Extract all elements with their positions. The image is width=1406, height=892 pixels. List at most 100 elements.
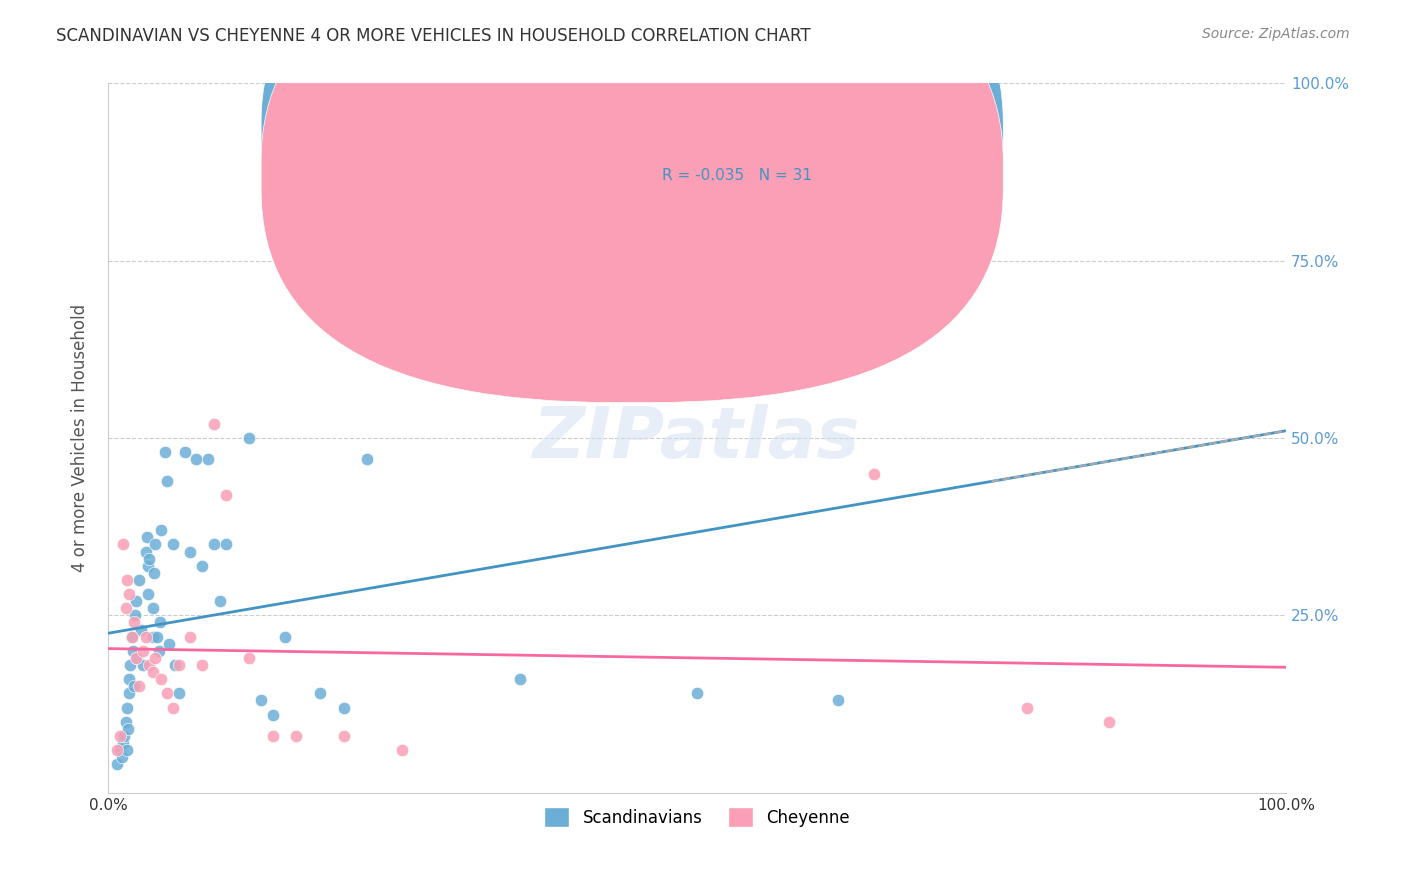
Point <box>132 658 155 673</box>
Point <box>1098 714 1121 729</box>
Point <box>107 757 129 772</box>
Point <box>250 693 273 707</box>
Point <box>167 686 190 700</box>
Point <box>115 573 138 587</box>
Text: SCANDINAVIAN VS CHEYENNE 4 OR MORE VEHICLES IN HOUSEHOLD CORRELATION CHART: SCANDINAVIAN VS CHEYENNE 4 OR MORE VEHIC… <box>56 27 811 45</box>
Point <box>179 630 201 644</box>
Point <box>238 431 260 445</box>
Point <box>115 700 138 714</box>
Point <box>179 544 201 558</box>
Point <box>129 623 152 637</box>
Point <box>127 651 149 665</box>
Point <box>142 601 165 615</box>
Point <box>142 566 165 580</box>
Point <box>827 693 849 707</box>
Point <box>112 736 135 750</box>
Point <box>121 630 143 644</box>
FancyBboxPatch shape <box>591 104 921 219</box>
Point <box>886 204 908 219</box>
Point <box>262 729 284 743</box>
Point <box>208 594 231 608</box>
Point <box>285 729 308 743</box>
Point <box>125 594 148 608</box>
Point <box>162 700 184 714</box>
Point <box>167 658 190 673</box>
Point <box>202 417 225 431</box>
Point <box>128 573 150 587</box>
Point <box>135 630 157 644</box>
Point <box>153 445 176 459</box>
Point <box>238 651 260 665</box>
Point <box>157 637 180 651</box>
Point <box>156 686 179 700</box>
Point <box>173 445 195 459</box>
Point <box>165 658 187 673</box>
Text: ZIPatlas: ZIPatlas <box>533 403 860 473</box>
Point <box>121 630 143 644</box>
Point <box>143 651 166 665</box>
Point <box>197 452 219 467</box>
Point <box>332 700 354 714</box>
Point <box>202 537 225 551</box>
Point <box>262 707 284 722</box>
Point <box>122 679 145 693</box>
Point <box>112 537 135 551</box>
Point <box>114 729 136 743</box>
Point <box>142 665 165 679</box>
Point <box>128 679 150 693</box>
Point <box>135 530 157 544</box>
Point <box>686 686 709 700</box>
Point <box>509 672 531 686</box>
Point <box>191 658 214 673</box>
Point <box>125 651 148 665</box>
Point <box>117 722 139 736</box>
Point <box>108 743 131 757</box>
Legend: Scandinavians, Cheyenne: Scandinavians, Cheyenne <box>537 800 856 834</box>
Point <box>107 743 129 757</box>
Point <box>135 544 157 558</box>
Point <box>120 658 142 673</box>
Point <box>215 488 238 502</box>
Point <box>138 658 160 673</box>
Point <box>309 686 332 700</box>
Point <box>148 644 170 658</box>
Point <box>124 608 146 623</box>
Point <box>215 537 238 551</box>
Point <box>121 644 143 658</box>
Point <box>122 615 145 630</box>
Point <box>150 672 173 686</box>
Point <box>142 630 165 644</box>
Point <box>138 551 160 566</box>
Point <box>186 452 208 467</box>
Point <box>1015 700 1038 714</box>
Point <box>118 587 141 601</box>
Text: R =  0.447   N = 59: R = 0.447 N = 59 <box>662 129 811 145</box>
Point <box>862 467 884 481</box>
Y-axis label: 4 or more Vehicles in Household: 4 or more Vehicles in Household <box>72 304 89 572</box>
Point <box>332 729 354 743</box>
FancyBboxPatch shape <box>262 0 1004 364</box>
FancyBboxPatch shape <box>262 0 1004 402</box>
Point <box>136 587 159 601</box>
Point <box>356 452 378 467</box>
Point <box>146 630 169 644</box>
Point <box>115 743 138 757</box>
Text: R = -0.035   N = 31: R = -0.035 N = 31 <box>662 168 811 183</box>
Point <box>118 672 141 686</box>
Point <box>114 601 136 615</box>
Text: Source: ZipAtlas.com: Source: ZipAtlas.com <box>1202 27 1350 41</box>
Point <box>132 644 155 658</box>
Point <box>108 729 131 743</box>
Point <box>111 750 134 764</box>
Point <box>118 686 141 700</box>
Point <box>149 615 172 630</box>
Point <box>273 630 295 644</box>
Point <box>391 743 413 757</box>
Point <box>143 537 166 551</box>
Point <box>156 474 179 488</box>
Point <box>162 537 184 551</box>
Point <box>150 523 173 537</box>
Point <box>136 558 159 573</box>
Point <box>191 558 214 573</box>
Point <box>114 714 136 729</box>
